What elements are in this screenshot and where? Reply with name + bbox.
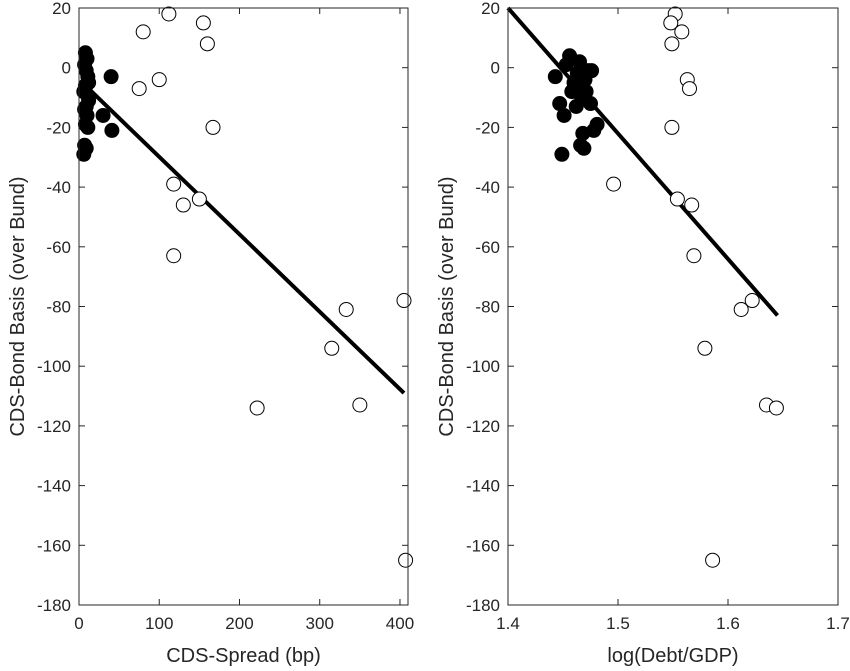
y-axis-label: CDS-Bond Basis (over Bund) xyxy=(436,176,458,436)
filled-data-point xyxy=(556,107,572,123)
open-data-point xyxy=(744,293,760,309)
y-tick-label: -160 xyxy=(37,536,71,555)
y-tick-label: 20 xyxy=(481,0,500,18)
open-data-point xyxy=(135,24,151,40)
y-tick-label: -40 xyxy=(46,178,71,197)
axes-box xyxy=(507,7,839,606)
open-data-point xyxy=(697,340,713,356)
y-tick-label: 20 xyxy=(52,0,71,18)
open-data-point xyxy=(398,552,414,568)
open-data-point xyxy=(664,119,680,135)
open-data-point xyxy=(396,293,412,309)
open-data-point xyxy=(674,24,690,40)
open-data-point xyxy=(151,72,167,88)
regression-fit-line xyxy=(84,84,406,395)
y-tick-label: -40 xyxy=(475,178,500,197)
open-data-point xyxy=(669,191,685,207)
y-tick-label: -180 xyxy=(37,596,71,615)
filled-data-point xyxy=(547,69,563,85)
x-tick-label: 300 xyxy=(306,614,334,633)
open-data-point xyxy=(682,81,697,97)
x-tick-label: 0 xyxy=(74,614,83,633)
y-tick-label: -120 xyxy=(37,417,71,436)
y-tick-label: -60 xyxy=(475,238,500,257)
y-tick-label: -80 xyxy=(475,298,500,317)
y-tick-label: -20 xyxy=(475,118,500,137)
open-data-point xyxy=(131,81,147,97)
y-tick-label: -160 xyxy=(466,536,500,555)
open-data-point xyxy=(664,36,680,52)
open-data-point xyxy=(166,248,182,264)
x-axis-label: CDS-Spread (bp) xyxy=(166,645,321,667)
x-tick-label: 200 xyxy=(225,614,253,633)
open-data-point xyxy=(166,176,182,192)
y-tick-label: 0 xyxy=(491,59,500,78)
filled-data-point xyxy=(95,107,111,123)
open-data-point xyxy=(768,400,784,416)
filled-data-point xyxy=(104,122,120,138)
open-data-point xyxy=(686,248,702,264)
open-data-point xyxy=(684,197,700,213)
x-tick-label: 1.5 xyxy=(606,614,630,633)
y-tick-label: -100 xyxy=(466,357,500,376)
y-tick-label: -140 xyxy=(466,477,500,496)
x-tick-label: 1.4 xyxy=(496,614,520,633)
filled-data-point xyxy=(80,119,96,135)
filled-data-point xyxy=(584,63,600,79)
regression-fit-line xyxy=(506,6,780,317)
y-tick-label: -20 xyxy=(46,118,71,137)
open-data-point xyxy=(705,552,721,568)
y-tick-label: -140 xyxy=(37,477,71,496)
x-tick-label: 1.7 xyxy=(826,614,850,633)
open-data-point xyxy=(195,15,211,31)
x-tick-label: 1.6 xyxy=(716,614,740,633)
x-axis-label: log(Debt/GDP) xyxy=(607,645,738,667)
y-tick-label: -180 xyxy=(466,596,500,615)
x-tick-label: 400 xyxy=(386,614,414,633)
open-data-point xyxy=(733,301,749,317)
open-data-point xyxy=(161,6,177,22)
open-data-point xyxy=(338,301,354,317)
open-data-point xyxy=(191,191,207,207)
open-data-point xyxy=(663,15,679,31)
y-tick-label: -60 xyxy=(46,238,71,257)
open-data-point xyxy=(205,119,221,135)
open-data-point xyxy=(249,400,265,416)
x-tick-label: 100 xyxy=(145,614,173,633)
filled-data-point xyxy=(76,146,92,162)
filled-data-point xyxy=(589,116,605,132)
y-tick-label: -120 xyxy=(466,417,500,436)
filled-data-point xyxy=(583,96,598,112)
open-data-point xyxy=(606,176,622,192)
y-tick-label: -80 xyxy=(46,298,71,317)
y-axis-label: CDS-Bond Basis (over Bund) xyxy=(7,176,29,436)
open-data-point xyxy=(199,36,215,52)
open-data-point xyxy=(352,397,368,413)
filled-data-point xyxy=(103,69,119,85)
filled-data-point xyxy=(572,54,587,70)
y-tick-label: 0 xyxy=(62,59,71,78)
axes-box xyxy=(78,7,409,606)
open-data-point xyxy=(175,197,191,213)
y-tick-label: -100 xyxy=(37,357,71,376)
filled-data-point xyxy=(554,146,570,162)
filled-data-point xyxy=(573,137,589,153)
open-data-point xyxy=(324,340,340,356)
